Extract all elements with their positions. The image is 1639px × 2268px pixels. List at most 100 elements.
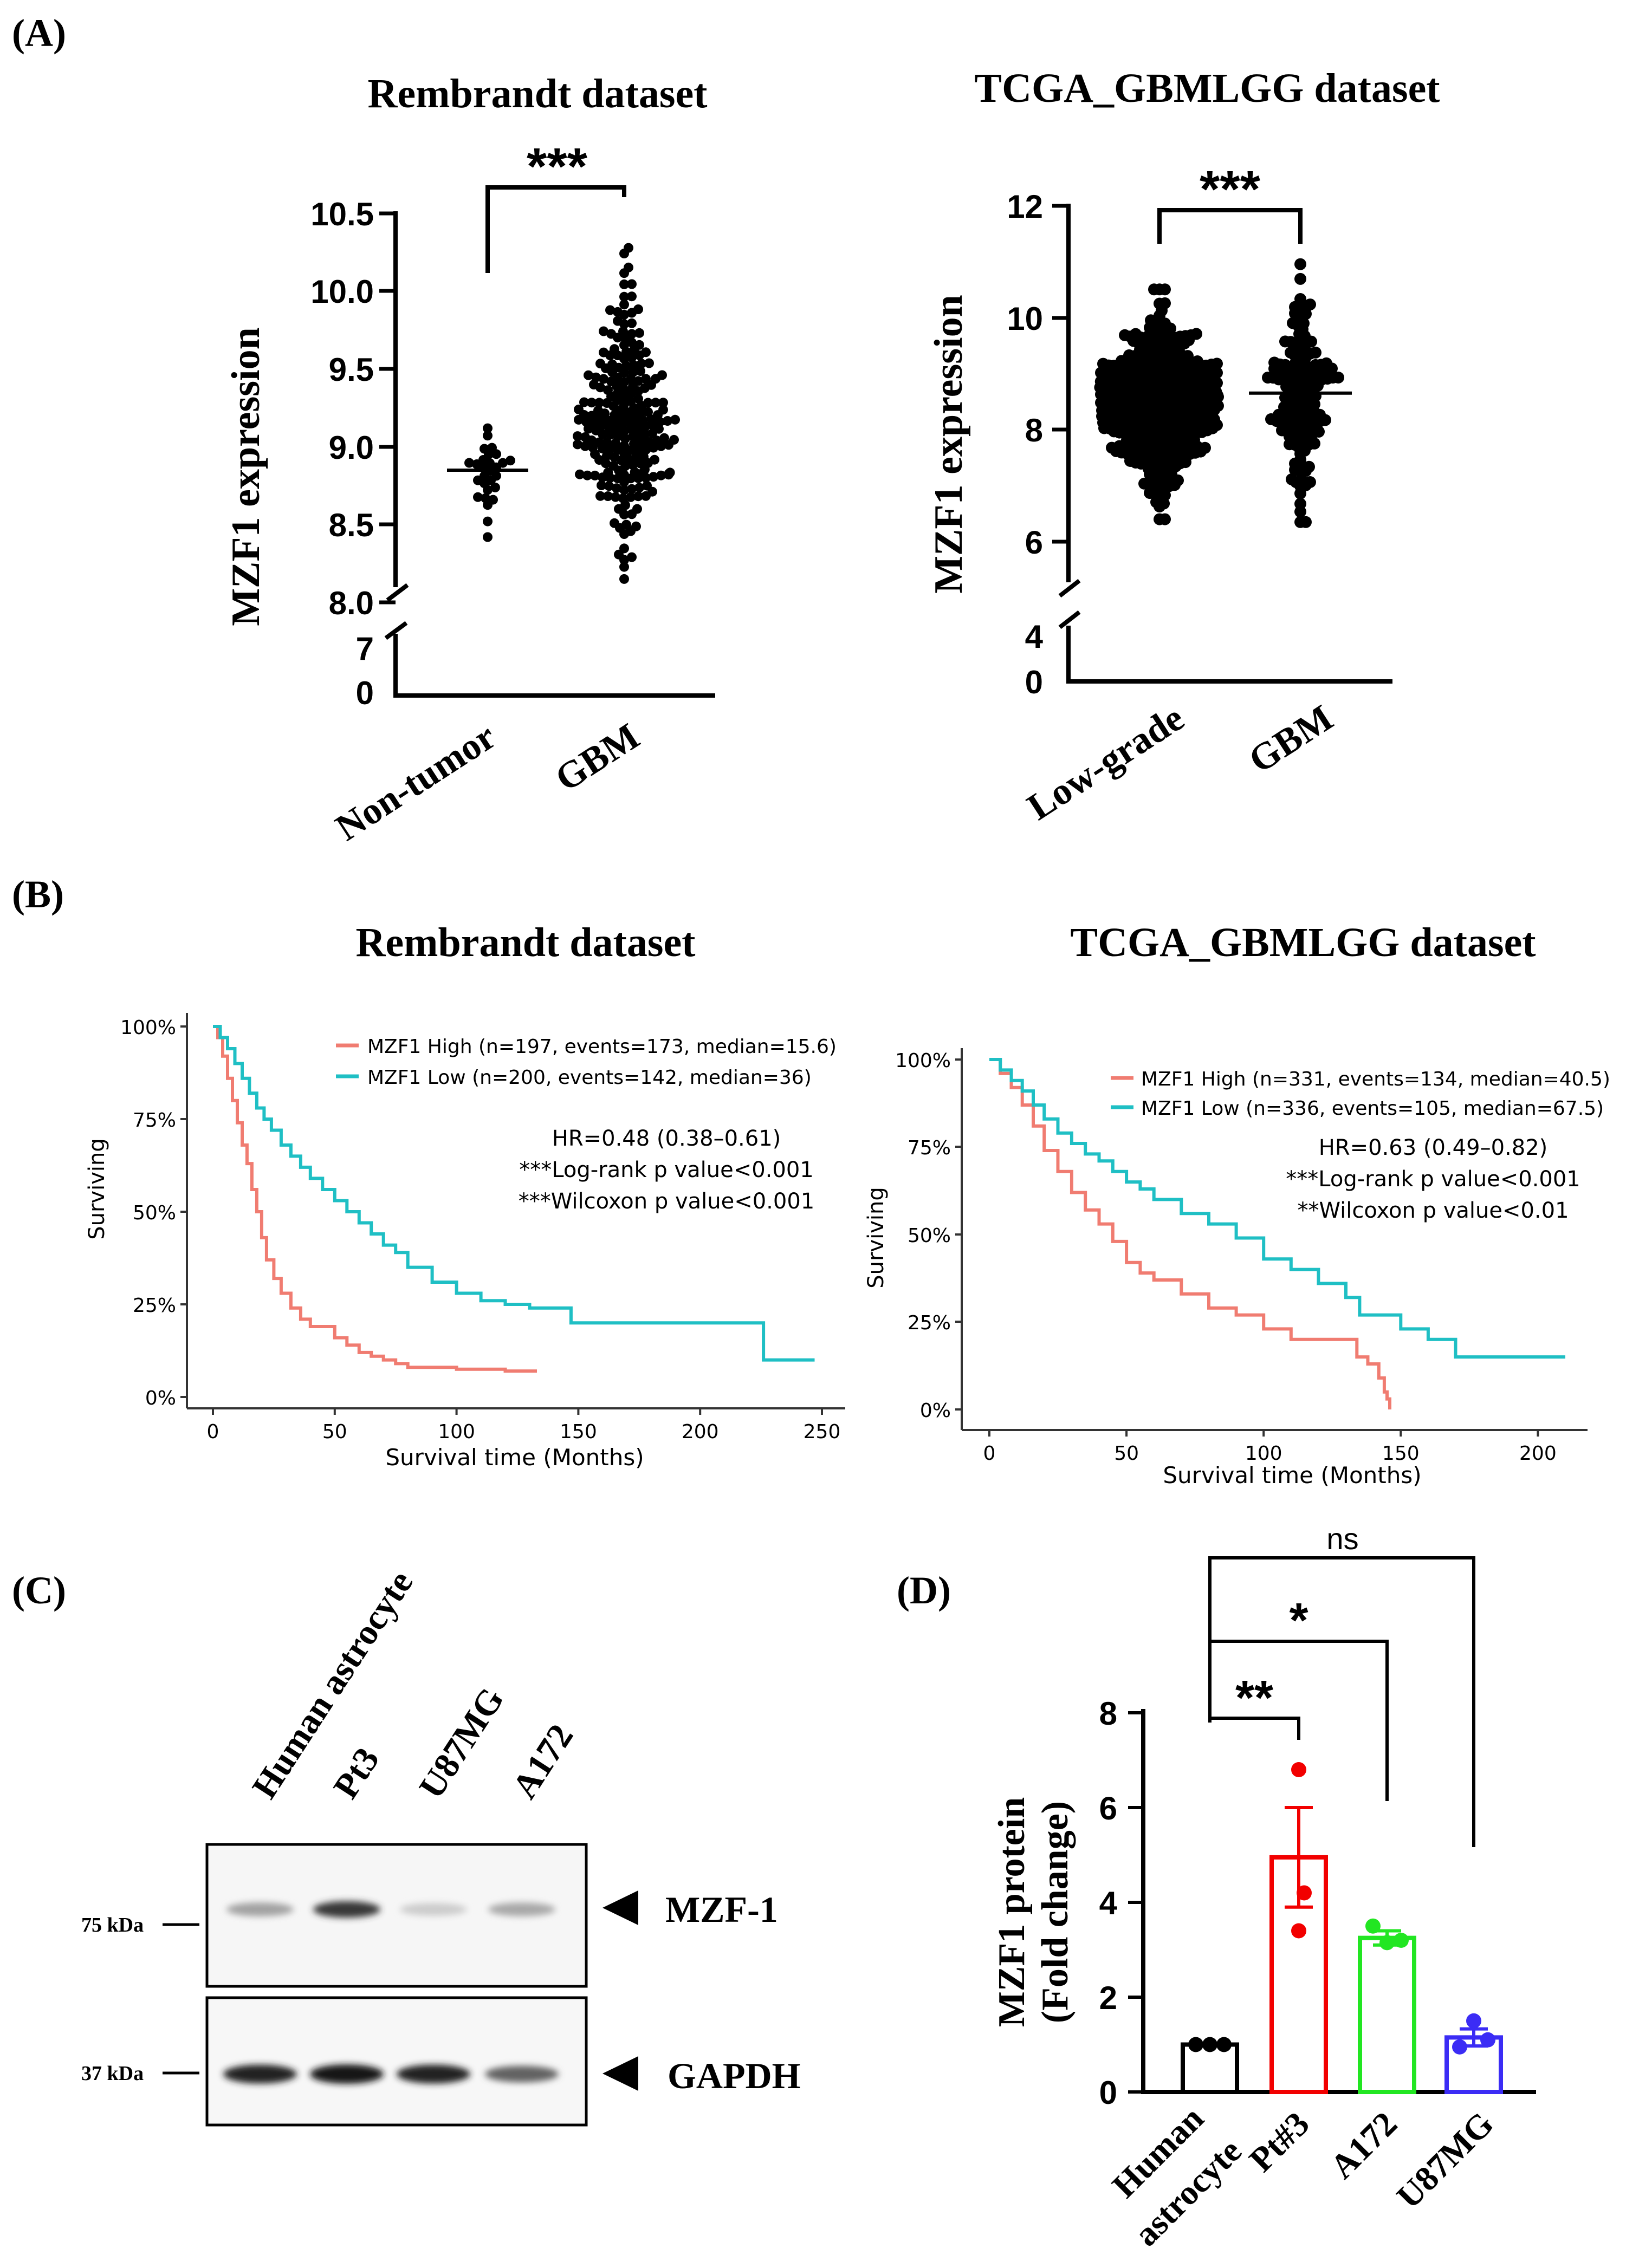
chart-a1-ytick-label: 10.5 (310, 196, 374, 232)
scatter-point (613, 316, 623, 326)
scatter-point (656, 470, 666, 480)
scatter-point (618, 493, 628, 503)
replicate-point (1297, 1885, 1312, 1901)
scatter-point (604, 481, 614, 491)
scatter-point (599, 374, 608, 384)
scatter-point (663, 416, 672, 426)
chart-b2-title: TCGA_GBMLGG dataset (1070, 920, 1536, 965)
scatter-point (488, 495, 498, 505)
chart-b1: Rembrandt dataset Surviving Survival tim… (85, 920, 845, 1471)
chart-b2-legend-low: MZF1 Low (n=336, events=105, median=67.5… (1141, 1097, 1604, 1120)
chart-a1-xtick-label: Non-tumor (328, 716, 503, 849)
scatter-point (587, 411, 597, 421)
survival-curve-mzf1-low (989, 1058, 1565, 1359)
scatter-point (490, 482, 500, 492)
scatter-point (473, 492, 483, 502)
scatter-point (1279, 335, 1291, 348)
scatter-point (1130, 328, 1142, 340)
replicate-point (1480, 2032, 1495, 2048)
scatter-point (480, 444, 489, 454)
chart-b1-ytick-label: 75% (133, 1109, 176, 1132)
scatter-point (594, 398, 604, 408)
scatter-point (603, 385, 613, 395)
scatter-point (590, 470, 600, 480)
xtick-label: 150 (1382, 1442, 1420, 1465)
chart-b1-wilcoxon: ***Wilcoxon p value<0.001 (519, 1189, 815, 1214)
scatter-point (1262, 372, 1274, 384)
chart-d-bracket-a172 (1208, 1640, 1389, 1801)
xtick-label: 0 (207, 1421, 219, 1443)
survival-curve-mzf1-high (213, 1025, 537, 1373)
xtick-label: 50 (322, 1421, 347, 1443)
scatter-point (587, 398, 597, 408)
chart-a1-ytick-label: 7 (356, 631, 374, 667)
blot-lane-label: Human astrocyte (244, 1564, 420, 1805)
scatter-point (619, 574, 629, 584)
scatter-point (1211, 358, 1223, 370)
scatter-point (1310, 346, 1321, 359)
chart-a2-ylabel: MZF1 expression (927, 295, 971, 594)
chart-b1-ytick-label: 100% (120, 1017, 176, 1039)
chart-a2-ytick-label: 12 (1007, 189, 1043, 225)
chart-b1-ytick-label: 50% (133, 1202, 176, 1224)
replicate-point (1452, 2039, 1467, 2055)
chart-b1-title: Rembrandt dataset (356, 920, 696, 965)
chart-b2-xlabel: Survival time (Months) (1163, 1462, 1421, 1489)
scatter-point (603, 491, 613, 501)
scatter-point (593, 405, 603, 415)
scatter-point (487, 443, 497, 453)
chart-d-ytick-label: 0 (1099, 2075, 1117, 2111)
chart-b2-hazard-ratio: HR=0.63 (0.49–0.82) (1319, 1135, 1548, 1160)
chart-a1-ytick-label: 10.0 (310, 274, 374, 310)
chart-a2-ytick-label: 4 (1025, 619, 1044, 655)
scatter-point (658, 398, 668, 408)
chart-a1-significance: *** (527, 138, 588, 196)
chart-d: MZF1 protein (Fold change) 0 2 4 6 8 Humanas… (991, 1522, 1536, 2253)
blot-band-mzf1 (400, 1903, 467, 1916)
scatter-point (582, 470, 592, 480)
scatter-point (608, 460, 618, 471)
scatter-point (579, 397, 589, 407)
chart-a2-axis-break-bottom (1058, 610, 1081, 629)
scatter-point (659, 433, 669, 443)
chart-b1-y-ticks: 100% 75% 50% 25% 0% (120, 1017, 187, 1409)
scatter-point (627, 318, 637, 328)
blot-band-gapdh (485, 2065, 559, 2083)
scatter-point (605, 430, 615, 440)
chart-d-ytick-label: 6 (1099, 1790, 1117, 1827)
xtick-label: 200 (1519, 1442, 1557, 1465)
scatter-point (483, 516, 493, 527)
chart-b1-logrank: ***Log-rank p value<0.001 (519, 1158, 813, 1182)
scatter-point (619, 485, 629, 495)
chart-b1-xlabel: Survival time (Months) (385, 1444, 644, 1471)
chart-a2-ytick-label: 6 (1025, 524, 1043, 561)
scatter-point (669, 434, 679, 445)
chart-a1-significance-bracket (485, 185, 626, 273)
scatter-point (649, 472, 658, 482)
chart-d-bracket-ns (1208, 1556, 1475, 1847)
scatter-point (611, 492, 620, 502)
chart-a1-ytick-label: 9.0 (329, 430, 374, 466)
panel-label-a: (A) (12, 11, 66, 55)
scatter-point (613, 431, 623, 441)
chart-a1-ytick-label: 9.5 (329, 352, 374, 388)
scatter-point (1268, 356, 1280, 369)
blot-band-label-gapdh: GAPDH (668, 2055, 801, 2096)
chart-a2-significance: *** (1200, 160, 1261, 218)
scatter-point (580, 432, 590, 442)
chart-a2-significance-bracket (1157, 208, 1303, 244)
scatter-point (651, 398, 660, 408)
scatter-point (632, 504, 642, 514)
scatter-point (670, 414, 680, 425)
scatter-point (1278, 401, 1290, 413)
scatter-point (605, 305, 615, 315)
scatter-point (641, 445, 651, 455)
scatter-point (636, 408, 645, 418)
scatter-point (627, 291, 637, 302)
scatter-point (633, 491, 643, 502)
scatter-point (1191, 355, 1203, 367)
scatter-point (642, 480, 652, 491)
scatter-point (637, 359, 646, 369)
scatter-point (610, 518, 619, 528)
scatter-point (658, 405, 668, 415)
